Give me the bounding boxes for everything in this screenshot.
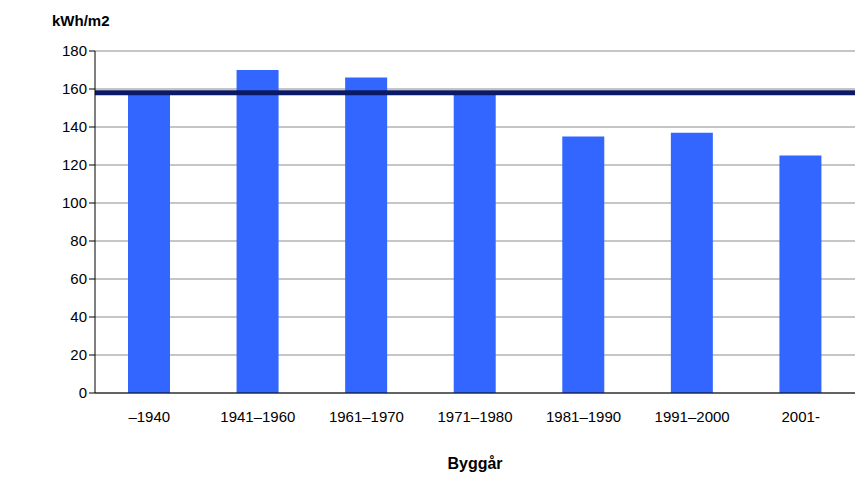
html-text:kWh/m2: kWh/m2 (52, 12, 110, 29)
svg-text:1941–1960: 1941–1960 (220, 408, 295, 425)
svg-text:1971–1980: 1971–1980 (437, 408, 512, 425)
svg-text:80: 80 (70, 232, 87, 249)
svg-text:140: 140 (62, 118, 87, 135)
svg-text:1961–1970: 1961–1970 (329, 408, 404, 425)
svg-text:2001-: 2001- (782, 408, 820, 425)
svg-text:1981–1990: 1981–1990 (546, 408, 621, 425)
svg-text:40: 40 (70, 308, 87, 325)
svg-text:0: 0 (79, 384, 87, 401)
html-text:Byggår: Byggår (447, 455, 503, 472)
svg-text:20: 20 (70, 346, 87, 363)
svg-text:120: 120 (62, 156, 87, 173)
svg-text:–1940: –1940 (128, 408, 170, 425)
svg-text:180: 180 (62, 42, 87, 59)
svg-text:100: 100 (62, 194, 87, 211)
svg-text:160: 160 (62, 80, 87, 97)
svg-text:60: 60 (70, 270, 87, 287)
svg-text:1991–2000: 1991–2000 (655, 408, 730, 425)
